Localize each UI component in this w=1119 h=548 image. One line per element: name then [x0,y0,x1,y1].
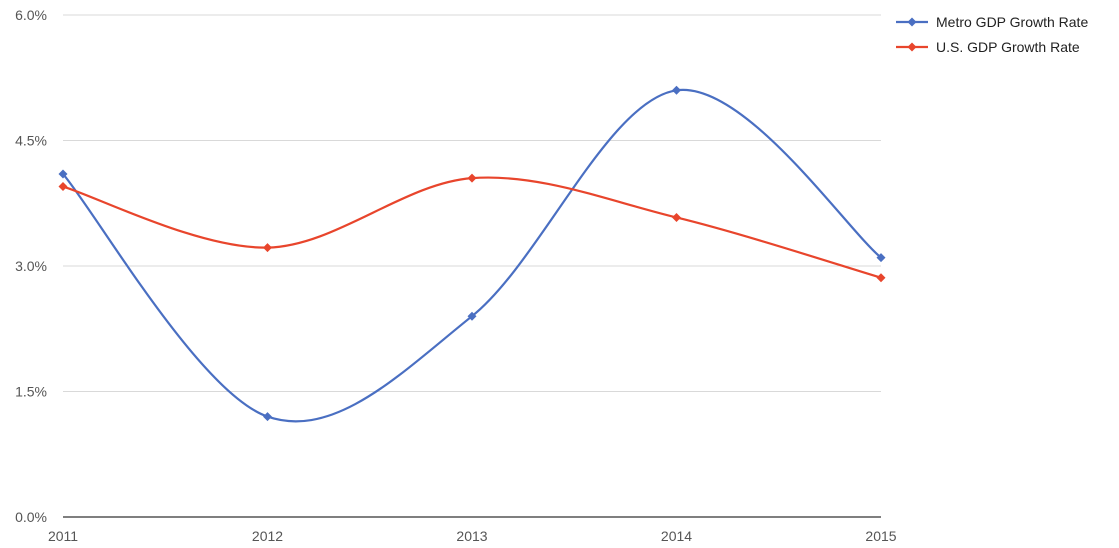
x-axis-ticks: 2011 2012 2013 2014 2015 [48,528,897,544]
data-point [263,243,272,253]
legend-marker [907,17,917,27]
data-point [876,273,886,283]
x-tick-label: 2012 [252,528,283,544]
data-point [672,212,681,222]
legend-item: Metro GDP Growth Rate [896,14,1088,30]
y-axis-ticks: 0.0% 1.5% 3.0% 4.5% 6.0% [15,7,47,525]
y-tick-label: 6.0% [15,7,47,23]
legend-label: U.S. GDP Growth Rate [936,39,1080,55]
data-point [672,85,681,95]
x-tick-label: 2015 [865,528,896,544]
x-tick-label: 2013 [456,528,487,544]
y-tick-label: 1.5% [15,384,47,400]
series-line [62,88,882,423]
gridlines [63,14,881,518]
series-0 [58,85,886,423]
data-point [876,253,886,263]
data-point [58,182,68,192]
data-point [263,412,272,422]
legend-label: Metro GDP Growth Rate [936,14,1088,30]
data-point [467,173,477,183]
x-tick-label: 2011 [48,528,78,544]
legend: Metro GDP Growth Rate U.S. GDP Growth Rat… [896,14,1088,55]
y-tick-label: 0.0% [15,509,47,525]
series-line [62,176,882,279]
data-point [467,311,477,321]
legend-item: U.S. GDP Growth Rate [896,39,1080,55]
data-point [58,169,68,179]
y-tick-label: 3.0% [15,258,47,274]
y-tick-label: 4.5% [15,133,47,149]
x-tick-label: 2014 [661,528,692,544]
series-1 [58,173,886,283]
legend-marker [907,42,917,52]
series-lines [58,85,886,423]
